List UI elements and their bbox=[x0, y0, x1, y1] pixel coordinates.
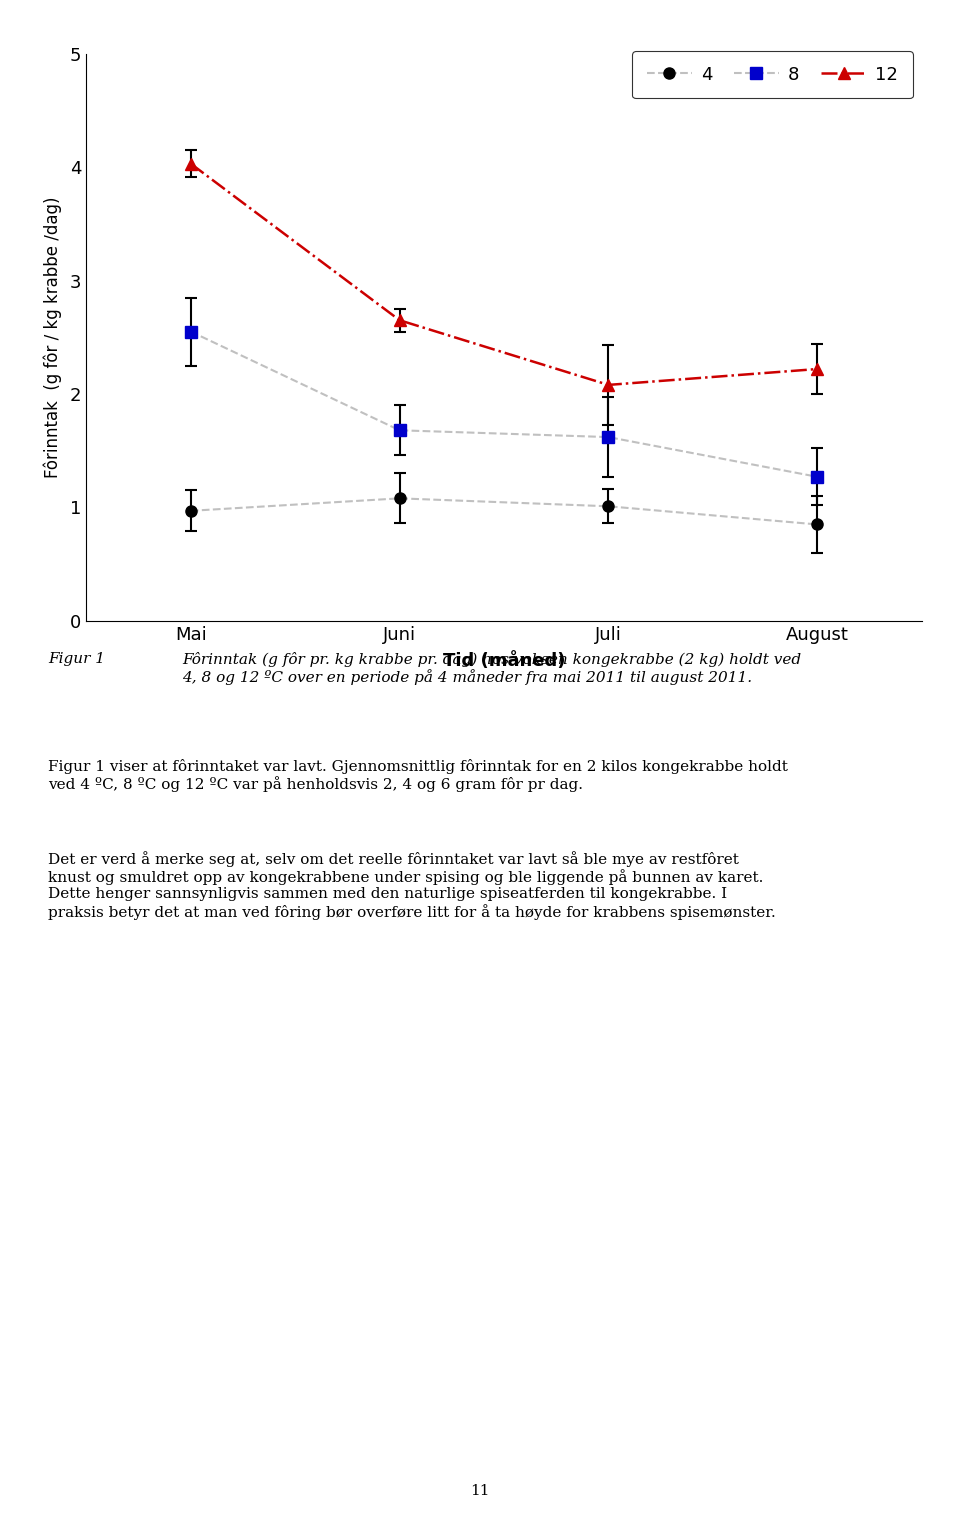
X-axis label: Tid (måned): Tid (måned) bbox=[443, 652, 565, 670]
Text: Figur 1: Figur 1 bbox=[48, 652, 105, 665]
Legend: 4, 8, 12: 4, 8, 12 bbox=[632, 51, 913, 98]
Text: Fôrinntak (g fôr pr. kg krabbe pr. dag) hos voksen kongekrabbe (2 kg) holdt ved
: Fôrinntak (g fôr pr. kg krabbe pr. dag) … bbox=[182, 652, 802, 685]
Text: Det er verd å merke seg at, selv om det reelle fôrinntaket var lavt så ble mye a: Det er verd å merke seg at, selv om det … bbox=[48, 851, 776, 920]
Text: Figur 1 viser at fôrinntaket var lavt. Gjennomsnittlig fôrinntak for en 2 kilos : Figur 1 viser at fôrinntaket var lavt. G… bbox=[48, 759, 788, 793]
Y-axis label: Fôrinntak  (g fôr / kg krabbe /dag): Fôrinntak (g fôr / kg krabbe /dag) bbox=[43, 196, 61, 478]
Text: 11: 11 bbox=[470, 1484, 490, 1498]
